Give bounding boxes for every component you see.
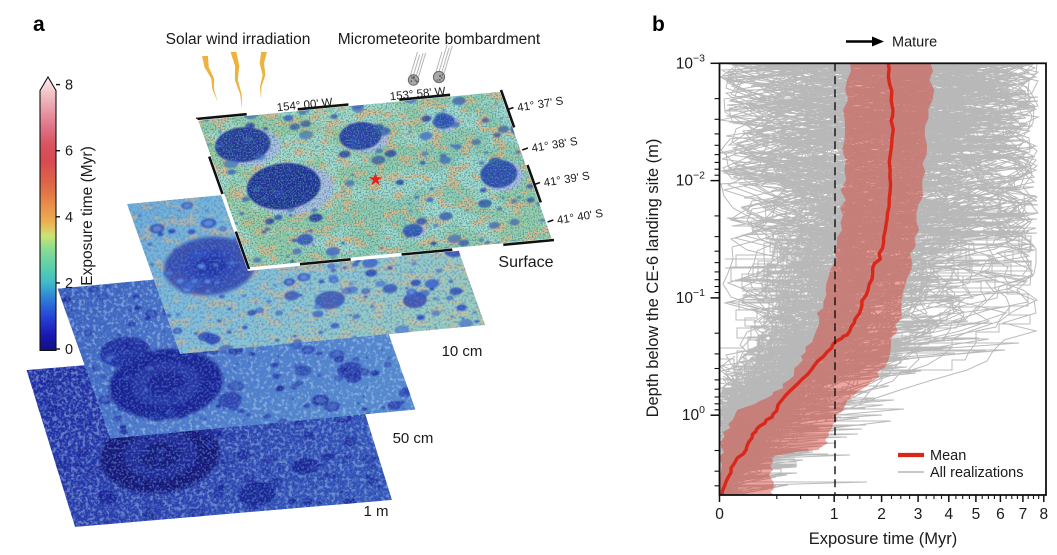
svg-text:10−1: 10−1 xyxy=(676,287,705,307)
svg-text:5: 5 xyxy=(972,506,981,523)
svg-text:10−3: 10−3 xyxy=(676,52,705,72)
svg-text:41° 39' S: 41° 39' S xyxy=(543,170,591,189)
svg-text:2: 2 xyxy=(65,276,73,292)
svg-text:Micrometeorite bombardment: Micrometeorite bombardment xyxy=(338,31,541,48)
svg-text:41° 40' S: 41° 40' S xyxy=(556,208,604,227)
svg-text:10−2: 10−2 xyxy=(676,170,705,190)
svg-text:2: 2 xyxy=(877,506,886,523)
svg-text:4: 4 xyxy=(944,506,953,523)
svg-text:100: 100 xyxy=(682,404,705,424)
svg-text:3: 3 xyxy=(914,506,923,523)
svg-text:41° 38' S: 41° 38' S xyxy=(531,136,579,155)
svg-text:Mature: Mature xyxy=(892,35,937,51)
svg-text:4: 4 xyxy=(65,210,73,226)
svg-text:Exposure time (Myr): Exposure time (Myr) xyxy=(809,530,958,548)
svg-text:b: b xyxy=(652,13,665,36)
svg-text:154° 00' W: 154° 00' W xyxy=(276,97,333,115)
svg-text:6: 6 xyxy=(996,506,1005,523)
svg-text:7: 7 xyxy=(1019,506,1028,523)
svg-text:10 cm: 10 cm xyxy=(442,343,483,360)
svg-text:8: 8 xyxy=(1039,506,1048,523)
svg-text:0: 0 xyxy=(65,342,73,358)
svg-text:50 cm: 50 cm xyxy=(393,430,434,447)
svg-text:153° 58' W: 153° 58' W xyxy=(389,86,446,104)
svg-text:Surface: Surface xyxy=(498,254,553,271)
svg-text:8: 8 xyxy=(65,78,73,94)
svg-text:Exposure time (Myr): Exposure time (Myr) xyxy=(79,146,96,286)
svg-text:a: a xyxy=(33,13,45,36)
svg-text:All realizations: All realizations xyxy=(930,465,1024,481)
svg-text:41° 37' S: 41° 37' S xyxy=(516,95,564,114)
svg-text:1 m: 1 m xyxy=(363,503,388,520)
svg-text:Depth below the CE-6 landing s: Depth below the CE-6 landing site (m) xyxy=(644,139,662,418)
svg-text:Mean: Mean xyxy=(930,448,966,464)
svg-text:6: 6 xyxy=(65,144,73,160)
svg-text:Solar wind irradiation: Solar wind irradiation xyxy=(166,31,311,48)
svg-text:1: 1 xyxy=(830,506,839,523)
svg-text:0: 0 xyxy=(715,506,724,523)
